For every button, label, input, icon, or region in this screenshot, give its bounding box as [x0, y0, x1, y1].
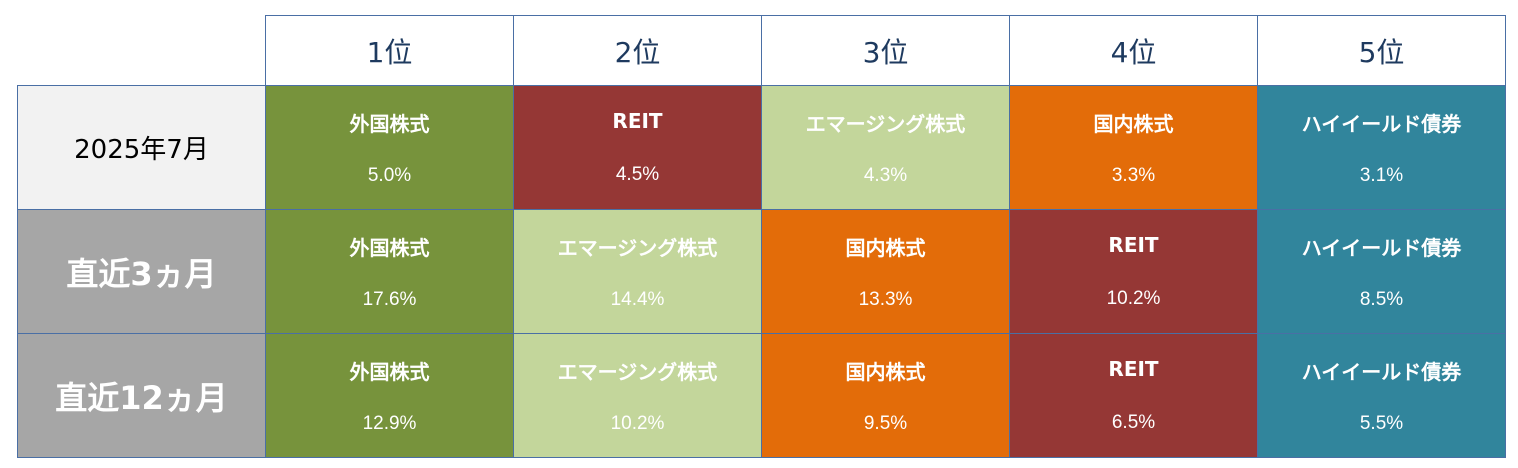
return-value: 3.3% — [1111, 165, 1156, 186]
return-value: 3.1% — [1359, 165, 1404, 186]
rank-cell: 外国株式 5.0% — [265, 85, 514, 210]
rank-cell: REIT 6.5% — [1009, 333, 1258, 458]
period-label: 2025年7月 — [17, 85, 266, 210]
return-value: 10.2% — [1106, 287, 1161, 309]
return-value: 10.2% — [610, 413, 665, 434]
asset-name: ハイイールド債券 — [1301, 360, 1462, 384]
return-value: 14.4% — [610, 289, 665, 310]
rank-cell: 国内株式 3.3% — [1009, 85, 1258, 210]
return-value: 17.6% — [362, 289, 417, 310]
rank-header-1: 1位 — [265, 15, 514, 86]
table-row: 直近3ヵ月 外国株式 17.6% エマージング株式 14.4% 国内株式 13.3% … — [17, 209, 1506, 334]
rank-cell: 国内株式 9.5% — [761, 333, 1010, 458]
rank-cell: エマージング株式 10.2% — [513, 333, 762, 458]
rank-header-2: 2位 — [513, 15, 762, 86]
rank-header-4: 4位 — [1009, 15, 1258, 86]
table-row: 2025年7月 外国株式 5.0% REIT 4.5% エマージング株式 4.3% 国… — [17, 85, 1506, 210]
asset-name: REIT — [1108, 357, 1159, 382]
corner-cell — [17, 15, 266, 86]
asset-name: 外国株式 — [349, 360, 430, 384]
return-value: 4.3% — [863, 165, 908, 186]
rank-cell: 外国株式 17.6% — [265, 209, 514, 334]
period-label: 直近12ヵ月 — [17, 333, 266, 458]
rank-header-5: 5位 — [1257, 15, 1506, 86]
table-row: 直近12ヵ月 外国株式 12.9% エマージング株式 10.2% 国内株式 9.5% … — [17, 333, 1506, 458]
rank-header-3: 3位 — [761, 15, 1010, 86]
return-value: 5.5% — [1359, 413, 1404, 434]
header-row: 1位 2位 3位 4位 5位 — [17, 15, 1506, 86]
asset-name: ハイイールド債券 — [1301, 112, 1462, 136]
rank-cell: REIT 4.5% — [513, 85, 762, 210]
return-value: 4.5% — [615, 163, 660, 185]
rank-cell: ハイイールド債券 3.1% — [1257, 85, 1506, 210]
rank-cell: ハイイールド債券 8.5% — [1257, 209, 1506, 334]
return-value: 13.3% — [858, 289, 913, 310]
return-value: 12.9% — [362, 413, 417, 434]
asset-name: 外国株式 — [349, 112, 430, 136]
return-value: 6.5% — [1111, 411, 1156, 433]
ranking-table: 1位 2位 3位 4位 5位 2025年7月 外国株式 5.0% REIT 4.5%… — [17, 15, 1506, 458]
rank-cell: 国内株式 13.3% — [761, 209, 1010, 334]
return-value: 8.5% — [1359, 289, 1404, 310]
period-label: 直近3ヵ月 — [17, 209, 266, 334]
return-value: 5.0% — [367, 165, 412, 186]
asset-name: エマージング株式 — [557, 236, 718, 260]
rank-cell: ハイイールド債券 5.5% — [1257, 333, 1506, 458]
asset-name: REIT — [1108, 233, 1159, 258]
asset-name: 国内株式 — [845, 236, 926, 260]
asset-name: ハイイールド債券 — [1301, 236, 1462, 260]
rank-cell: エマージング株式 4.3% — [761, 85, 1010, 210]
asset-name: 外国株式 — [349, 236, 430, 260]
asset-name: エマージング株式 — [805, 112, 966, 136]
rank-cell: REIT 10.2% — [1009, 209, 1258, 334]
rank-cell: エマージング株式 14.4% — [513, 209, 762, 334]
asset-name: エマージング株式 — [557, 360, 718, 384]
asset-name: 国内株式 — [1093, 112, 1174, 136]
rank-cell: 外国株式 12.9% — [265, 333, 514, 458]
return-value: 9.5% — [863, 413, 908, 434]
asset-name: 国内株式 — [845, 360, 926, 384]
asset-name: REIT — [612, 109, 663, 134]
